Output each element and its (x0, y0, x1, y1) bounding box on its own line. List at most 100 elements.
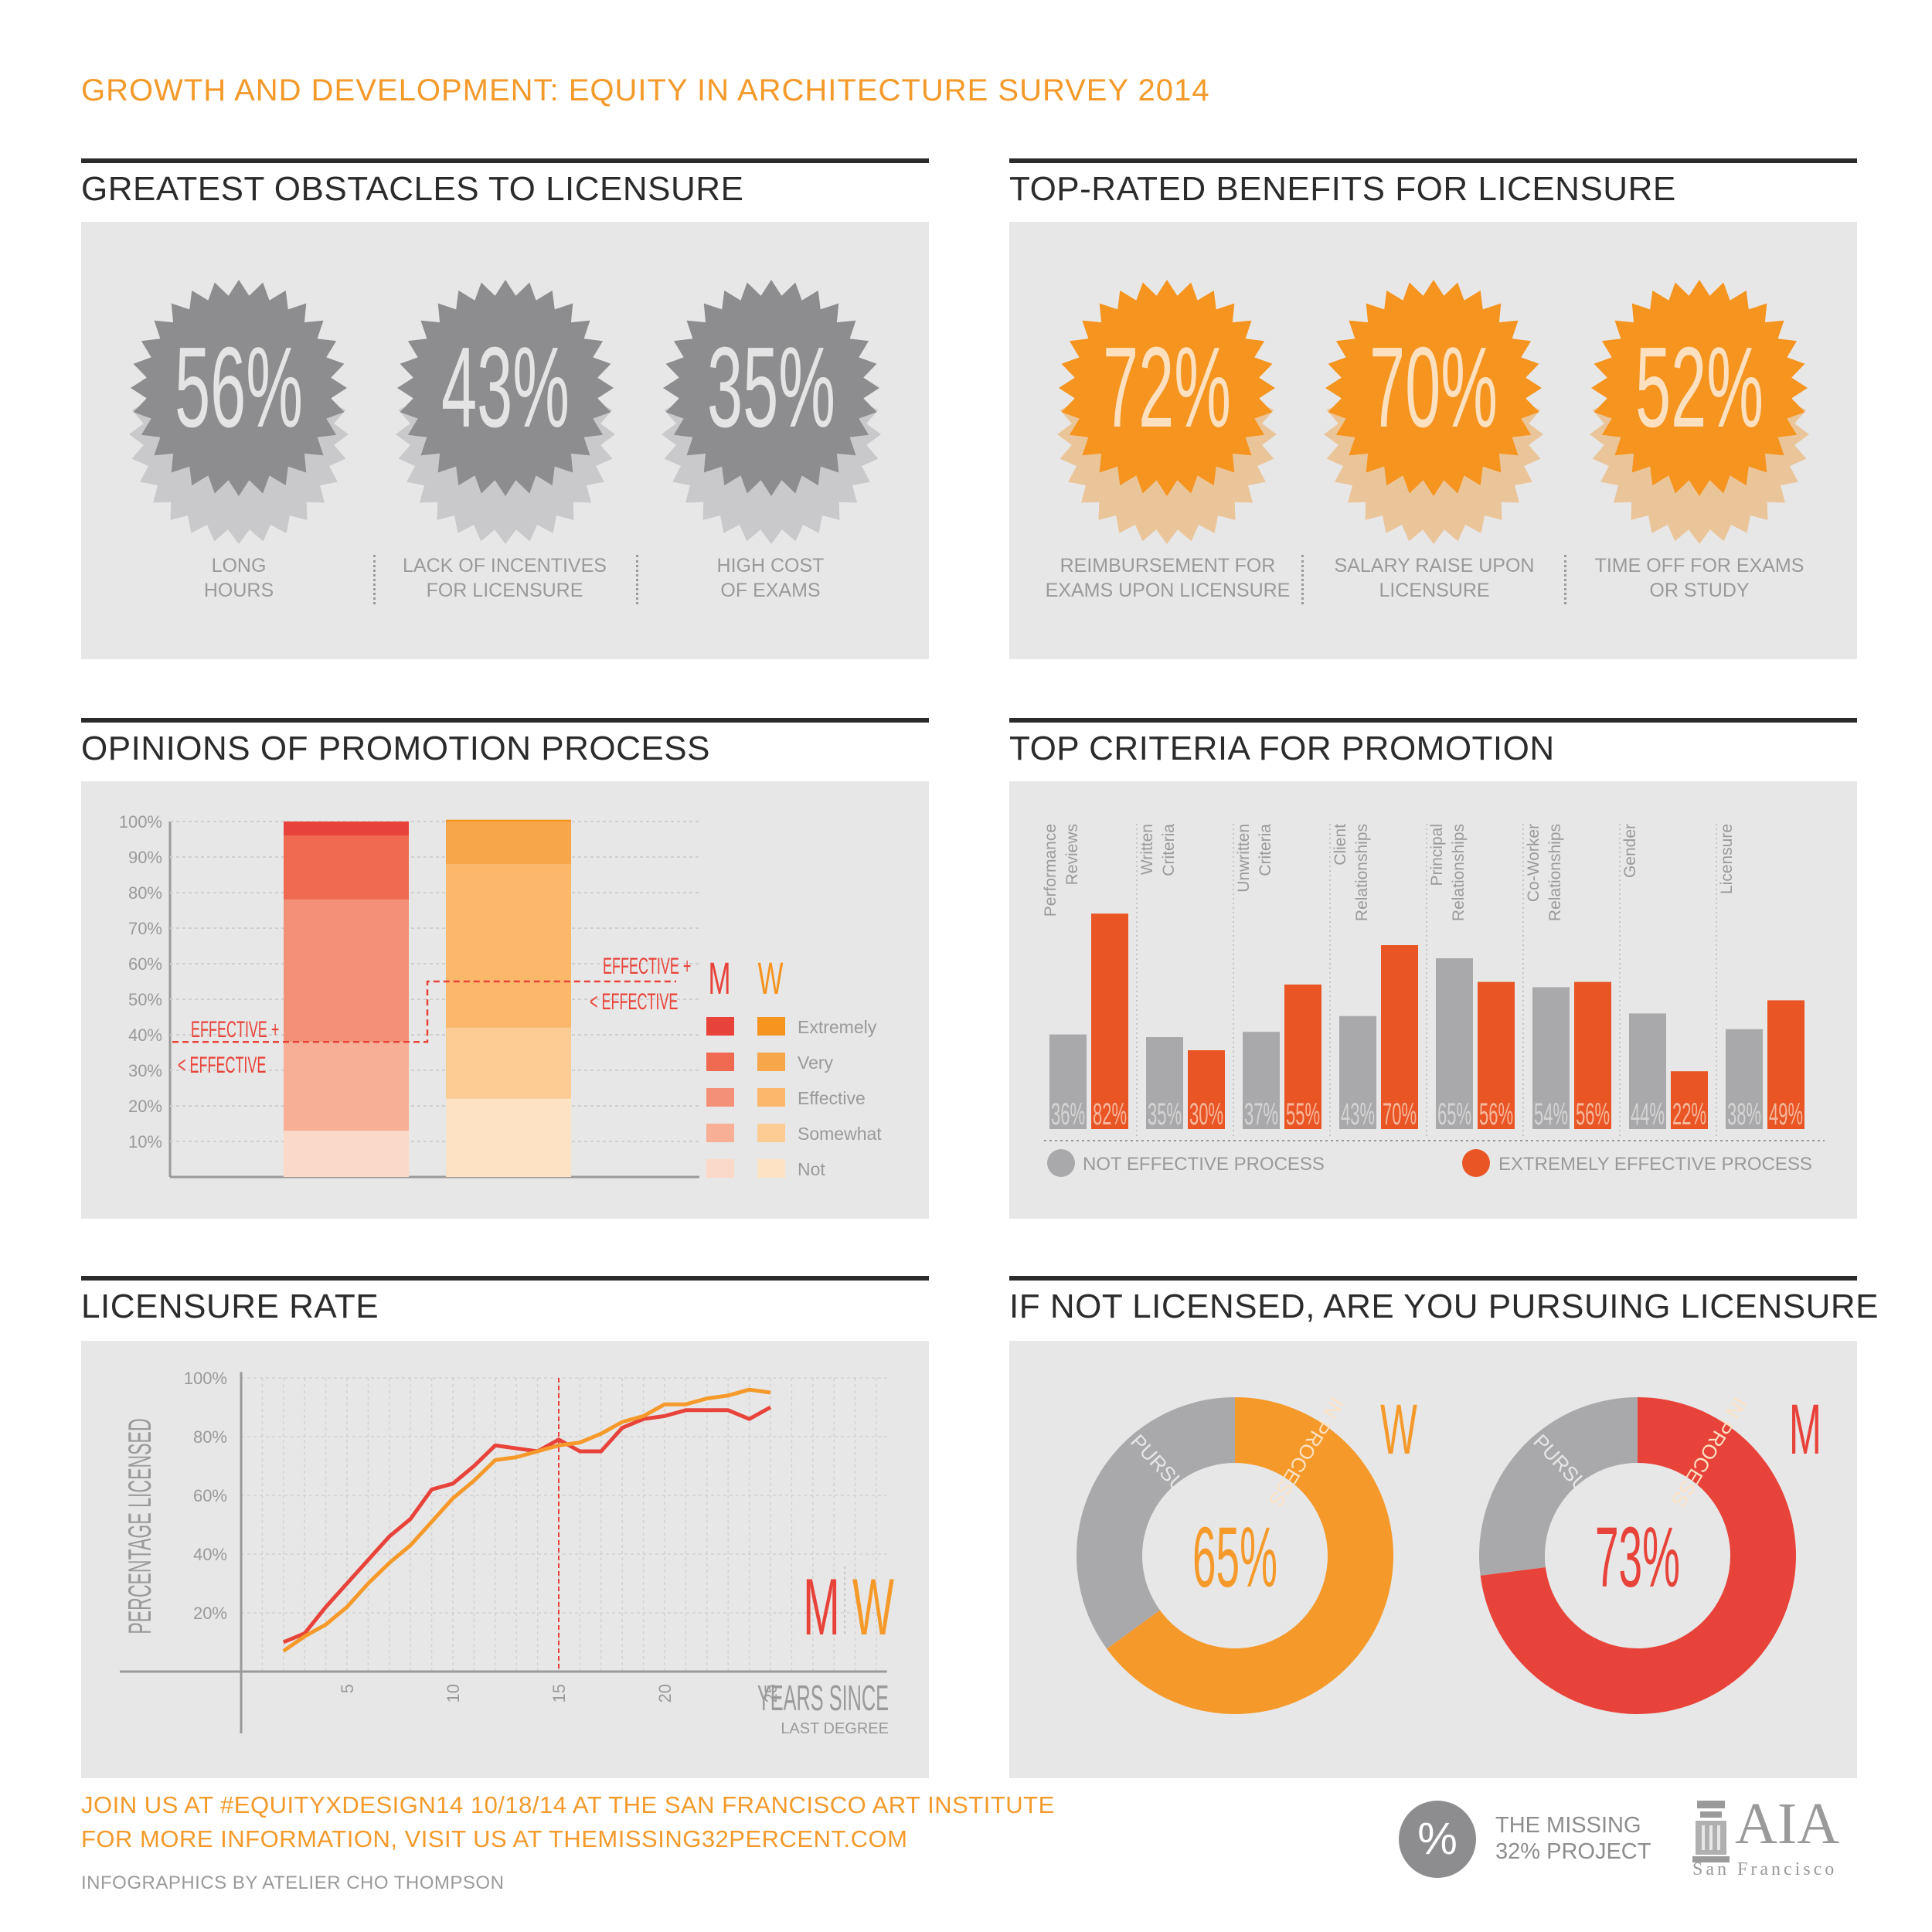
badge-value: 43% (441, 324, 570, 451)
badge-star (1059, 280, 1275, 496)
badge-value: 56% (175, 324, 303, 451)
bar-not-effective (1243, 1032, 1280, 1129)
criteria-category-label: Licensure (1718, 824, 1736, 894)
bar-not-effective (1436, 958, 1473, 1129)
bar-label-gray: 35% (1148, 1097, 1182, 1131)
bar-label-orange: 22% (1672, 1097, 1706, 1131)
bar-label-gray: 37% (1244, 1097, 1278, 1131)
legend-header-m: M (709, 954, 731, 1004)
x-tick-label: 15 (549, 1684, 569, 1702)
bar-extremely-effective (1574, 981, 1611, 1129)
bar-label-gray: 44% (1631, 1097, 1665, 1131)
bar-label-orange: 70% (1383, 1097, 1417, 1131)
bar-label-gray: 54% (1534, 1097, 1568, 1131)
divider (1564, 555, 1566, 604)
legend-dot-gray (1047, 1149, 1075, 1177)
bar-label-gray: 38% (1727, 1097, 1761, 1131)
bar-label-orange: 82% (1093, 1097, 1127, 1131)
badge-value: 35% (707, 324, 835, 451)
opinions-panel: 10% 20% 30% 40% 50% 60% 70% 80% 90% 100% EFFECTIVE… (81, 781, 929, 1219)
bar-not-effective (1629, 1013, 1666, 1129)
benefits-panel: 72% 70% 52% (1009, 222, 1857, 659)
obstacle-label: LACK OF INCENTIVES FOR LICENSURE (403, 555, 607, 601)
benefits-badges: 72% 70% 52% (1057, 280, 1809, 544)
obstacles-panel: 56% 43% 35% (81, 222, 929, 659)
criteria-category-label: Principal (1428, 824, 1446, 886)
criteria-title: TOP CRITERIA FOR PROMOTION (1009, 730, 1555, 767)
y-tick-label: 40% (128, 1026, 162, 1045)
bar-extremely-effective (1091, 913, 1128, 1129)
divider (636, 555, 638, 604)
y-tick-label: 40% (193, 1545, 227, 1564)
legend-swatch-w (757, 1088, 785, 1107)
bar-label-orange: 56% (1576, 1097, 1610, 1131)
criteria-category-label: Client (1332, 824, 1349, 866)
y-tick-label: 60% (193, 1486, 227, 1505)
bar-extremely-effective (1767, 1000, 1804, 1129)
pursuing-panel: 65% IN PROCESS NOT PURSUING W 73% IN PROCESS N… (1009, 1341, 1857, 1778)
annotation-m-bottom: < EFFECTIVE (178, 1053, 266, 1079)
badge-value: 52% (1635, 324, 1764, 451)
legend-label: Somewhat (798, 1124, 882, 1144)
annotation-w-bottom: < EFFECTIVE (590, 990, 678, 1015)
opinions-chart: 10% 20% 30% 40% 50% 60% 70% 80% 90% 100% EFFECTIVE… (119, 812, 883, 1179)
aia-logo-sub: San Francisco (1692, 1859, 1838, 1879)
bar-segment (284, 835, 409, 900)
y-tick-label: 90% (128, 848, 162, 867)
obstacle-label: LONG HOURS (203, 555, 274, 601)
bar-label-gray: 65% (1437, 1097, 1471, 1131)
aia-emblem-icon (1692, 1798, 1730, 1866)
bar-segment (284, 1131, 409, 1177)
criteria-panel: Performance Reviews 36% 82% Written Criteria 3… (1009, 781, 1857, 1219)
missing32-logo-icon: % (1399, 1801, 1476, 1878)
legend-label: Extremely (798, 1017, 877, 1037)
bar-segment (446, 1098, 571, 1177)
bar-not-effective (1049, 1034, 1087, 1129)
obstacle-label: HIGH COST OF EXAMS (716, 555, 825, 601)
badge-star (1325, 280, 1542, 496)
rate-chart: 20% 40% 60% 80% 100% 5 10 15 20 25 PERCENTAGE LICE… (120, 1369, 894, 1737)
legend-swatch-w (757, 1159, 785, 1178)
bar-not-effective (1726, 1029, 1763, 1129)
bar-label-gray: 43% (1341, 1097, 1375, 1131)
legend-label: Very (798, 1053, 834, 1073)
bar-not-effective (1339, 1015, 1376, 1129)
badge-star (663, 280, 879, 496)
badge-value: 70% (1369, 324, 1498, 451)
x-tick-label: 5 (338, 1684, 357, 1693)
y-tick-label: 80% (128, 883, 162, 903)
legend-label: Not (798, 1159, 825, 1179)
criteria-category-label: Relationships (1353, 824, 1371, 921)
section-rule (81, 1276, 929, 1281)
legend-dot-orange (1462, 1149, 1490, 1177)
bar-segment (446, 821, 571, 865)
annotation-m-top: EFFECTIVE + (191, 1018, 279, 1043)
legend-swatch-m (706, 1053, 734, 1071)
section-rule (1009, 158, 1857, 163)
page-title: GROWTH AND DEVELOPMENT: EQUITY IN ARCHIT… (81, 73, 1210, 107)
criteria-category-label: Criteria (1160, 824, 1178, 876)
footer-website: FOR MORE INFORMATION, VISIT US AT THEMIS… (81, 1825, 908, 1852)
y-tick-label: 20% (193, 1604, 227, 1623)
legend-swatch-m (706, 1088, 734, 1107)
y-tick-label: 100% (119, 812, 162, 832)
criteria-category-label: Reviews (1063, 824, 1081, 885)
y-tick-label: 10% (128, 1132, 162, 1151)
annotation-w-top: EFFECTIVE + (603, 954, 691, 980)
bar-segment (284, 821, 409, 836)
y-tick-label: 30% (128, 1061, 162, 1080)
bar-segment (446, 819, 571, 821)
benefit-label: SALARY RAISE UPON LICENSURE (1334, 555, 1535, 601)
opinions-title: OPINIONS OF PROMOTION PROCESS (81, 730, 710, 767)
benefits-title: TOP-RATED BENEFITS FOR LICENSURE (1009, 170, 1676, 208)
donut-center-value: 73% (1595, 1510, 1680, 1605)
missing32-logo-text: THE MISSING 32% PROJECT (1495, 1813, 1651, 1864)
criteria-category-label: Relationships (1546, 824, 1564, 921)
bar-segment (446, 864, 571, 1028)
y-tick-label: 20% (128, 1097, 162, 1116)
footer-event: JOIN US AT #EQUITYXDESIGN14 10/18/14 AT … (81, 1791, 1055, 1818)
obstacles-badges: 56% 43% 35% (129, 280, 881, 544)
bar-extremely-effective (1671, 1071, 1708, 1129)
